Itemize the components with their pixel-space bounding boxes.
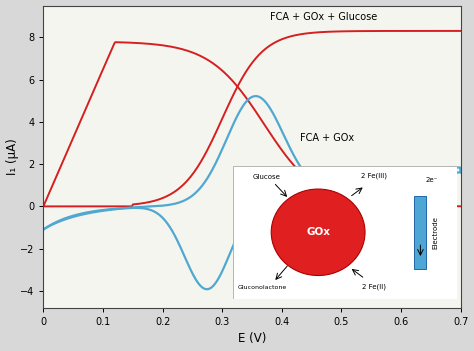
Y-axis label: I₁ (μA): I₁ (μA) xyxy=(6,138,18,175)
Text: FCA + GOx: FCA + GOx xyxy=(300,133,354,143)
Text: FCA + GOx + Glucose: FCA + GOx + Glucose xyxy=(270,12,377,22)
X-axis label: E (V): E (V) xyxy=(238,332,266,345)
